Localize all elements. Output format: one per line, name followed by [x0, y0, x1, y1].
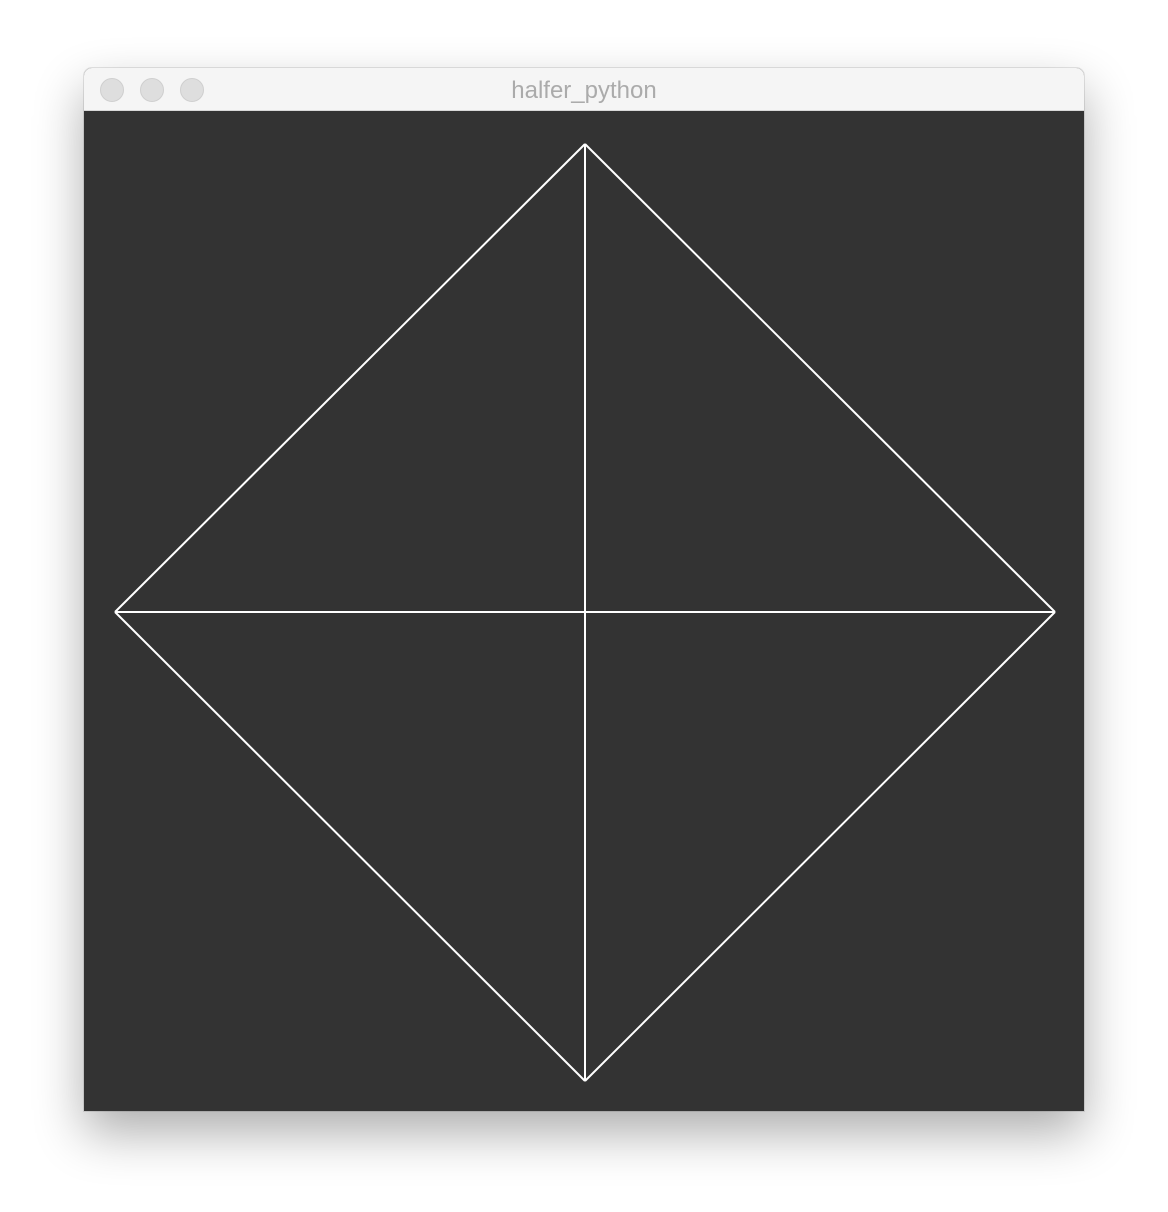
app-window: halfer_python: [84, 68, 1084, 1111]
canvas-svg: [114, 143, 1056, 1082]
close-icon[interactable]: [100, 78, 124, 102]
title-bar[interactable]: halfer_python: [84, 68, 1084, 111]
edge-left-top: [114, 143, 586, 613]
edge-top-right: [584, 143, 1056, 613]
window-title: halfer_python: [511, 77, 657, 104]
edge-bottom-left: [114, 611, 586, 1082]
edge-right-bottom: [584, 611, 1056, 1082]
zoom-icon[interactable]: [180, 78, 204, 102]
minimize-icon[interactable]: [140, 78, 164, 102]
drawing-canvas[interactable]: [84, 111, 1084, 1111]
